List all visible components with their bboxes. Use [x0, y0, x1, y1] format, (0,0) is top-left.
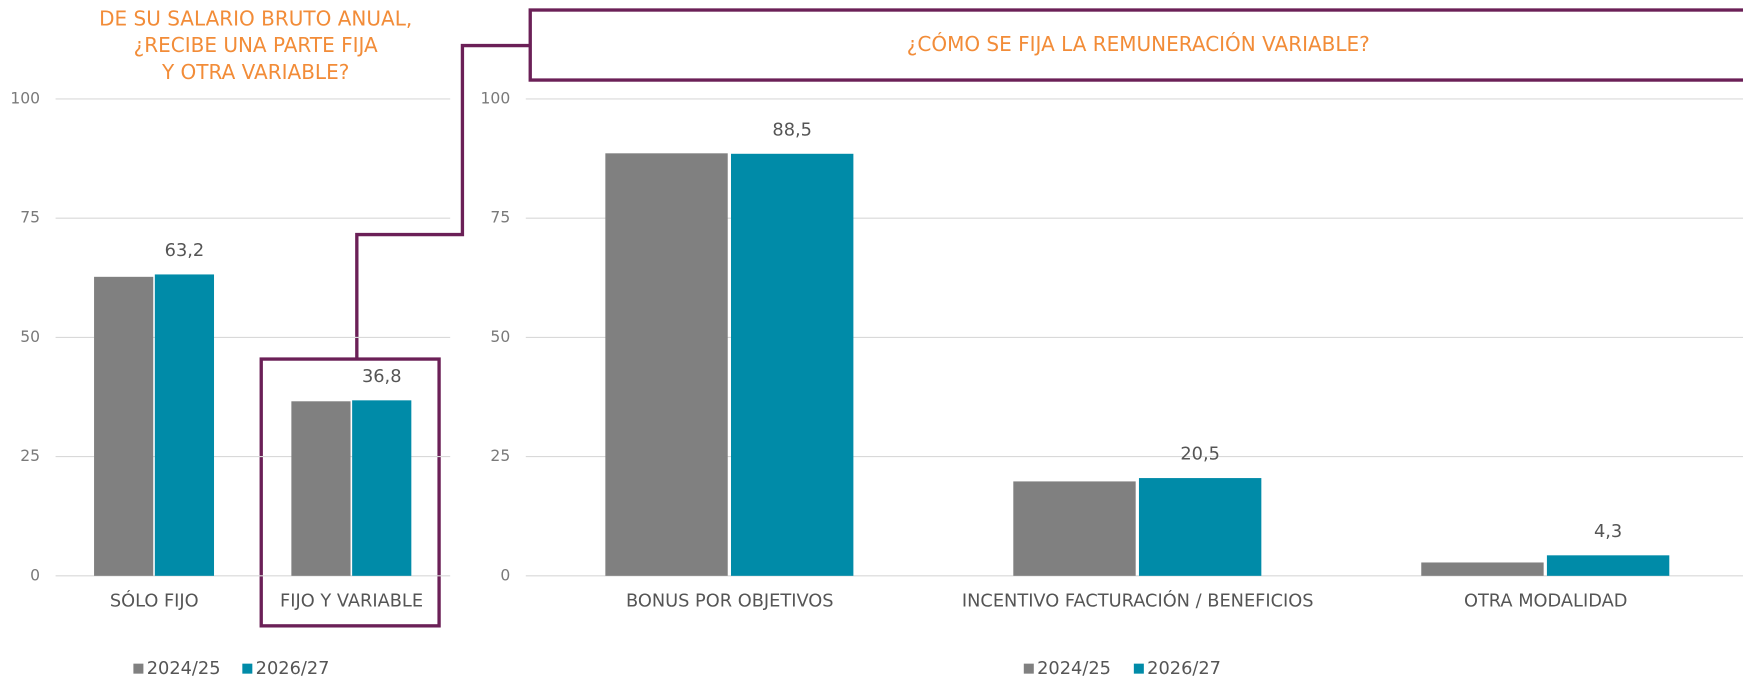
bar — [1546, 555, 1670, 576]
y-tick-label: 75 — [490, 209, 510, 227]
legend-swatch — [133, 663, 144, 674]
value-label: 4,3 — [1594, 521, 1622, 542]
legend-swatch — [242, 663, 253, 674]
y-tick-label: 0 — [30, 566, 40, 584]
bar — [730, 153, 854, 576]
bar — [605, 153, 728, 576]
chart-title: Y OTRA VARIABLE? — [161, 60, 349, 84]
bar — [352, 400, 412, 576]
bar — [1138, 478, 1262, 576]
bar — [94, 276, 154, 576]
bar — [1013, 481, 1136, 576]
title-box — [528, 8, 1743, 82]
chart-title: ¿CÓMO SE FIJA LA REMUNERACIÓN VARIABLE? — [907, 32, 1370, 56]
x-tick-label: FIJO Y VARIABLE — [280, 590, 423, 611]
legend-swatch — [1023, 663, 1034, 674]
value-label: 20,5 — [1180, 444, 1220, 465]
legend-label: 2024/25 — [1037, 658, 1111, 677]
chart-title: DE SU SALARIO BRUTO ANUAL, — [99, 7, 412, 31]
legend-swatch — [1133, 663, 1144, 674]
y-tick-label: 100 — [481, 89, 511, 107]
x-tick-label: INCENTIVO FACTURACIÓN / BENEFICIOS — [962, 589, 1314, 611]
y-tick-label: 50 — [490, 328, 510, 346]
x-tick-label: SÓLO FIJO — [110, 589, 199, 611]
value-label: 88,5 — [772, 119, 812, 140]
chart-title: ¿RECIBE UNA PARTE FIJA — [134, 33, 378, 57]
legend-label: 2026/27 — [256, 658, 330, 677]
connector-line — [355, 43, 531, 360]
legend-label: 2024/25 — [147, 658, 221, 677]
value-label: 63,2 — [165, 240, 205, 261]
connectors — [259, 8, 1743, 628]
x-tick-label: BONUS POR OBJETIVOS — [626, 590, 834, 611]
bar — [291, 401, 351, 576]
y-tick-label: 50 — [20, 328, 40, 346]
x-tick-label: OTRA MODALIDAD — [1464, 590, 1627, 611]
y-tick-label: 0 — [500, 566, 510, 584]
y-tick-label: 25 — [20, 447, 40, 465]
value-label: 36,8 — [362, 366, 402, 387]
y-tick-label: 75 — [20, 209, 40, 227]
legend-label: 2026/27 — [1147, 658, 1221, 677]
bar — [1421, 562, 1544, 576]
bar — [154, 274, 215, 576]
y-tick-label: 100 — [10, 89, 40, 107]
highlight-box — [259, 357, 441, 628]
y-tick-label: 25 — [490, 447, 510, 465]
